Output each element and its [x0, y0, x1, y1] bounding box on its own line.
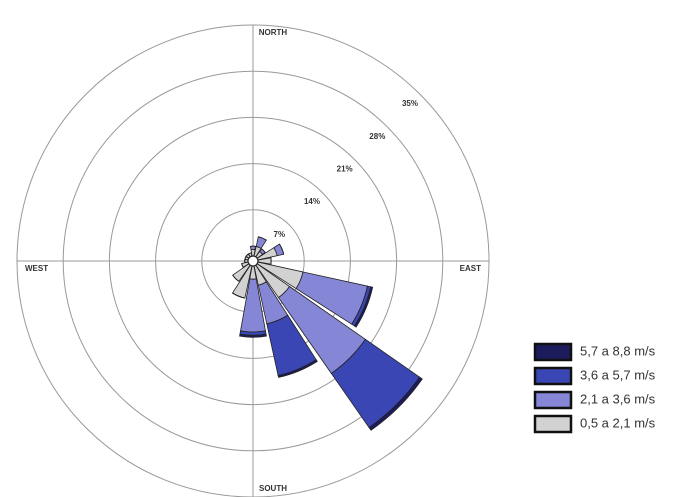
sector-segment — [249, 245, 257, 251]
sector-segment — [255, 236, 267, 250]
sector-segment — [353, 286, 374, 328]
legend-label: 3,6 a 5,7 m/s — [580, 367, 656, 382]
legend-swatch — [533, 342, 573, 362]
legend-swatch — [533, 414, 573, 434]
calm-circle — [247, 255, 259, 267]
sector-segment — [261, 248, 266, 253]
r-tick-label: 14% — [304, 197, 320, 206]
legend-swatch — [533, 366, 573, 386]
direction-label: NORTH — [259, 28, 288, 37]
r-tick-label: 28% — [369, 132, 385, 141]
legend-label: 5,7 a 8,8 m/s — [580, 343, 656, 358]
r-tick-label: 21% — [337, 164, 353, 173]
direction-label: SOUTH — [259, 484, 287, 493]
sector-segment — [241, 263, 244, 268]
sector-segment — [232, 292, 245, 299]
sector-segment — [239, 333, 267, 338]
r-tick-label: 7% — [274, 230, 286, 239]
legend-swatch — [533, 390, 573, 410]
sector-segment — [368, 376, 423, 431]
direction-label: WEST — [25, 264, 48, 273]
legend-label: 0,5 a 2,1 m/s — [580, 415, 656, 430]
direction-label: EAST — [460, 264, 481, 273]
sector-segment — [277, 359, 318, 378]
legend-label: 2,1 a 3,6 m/s — [580, 391, 656, 406]
r-tick-label: 35% — [402, 99, 418, 108]
sector-segment — [248, 252, 252, 255]
